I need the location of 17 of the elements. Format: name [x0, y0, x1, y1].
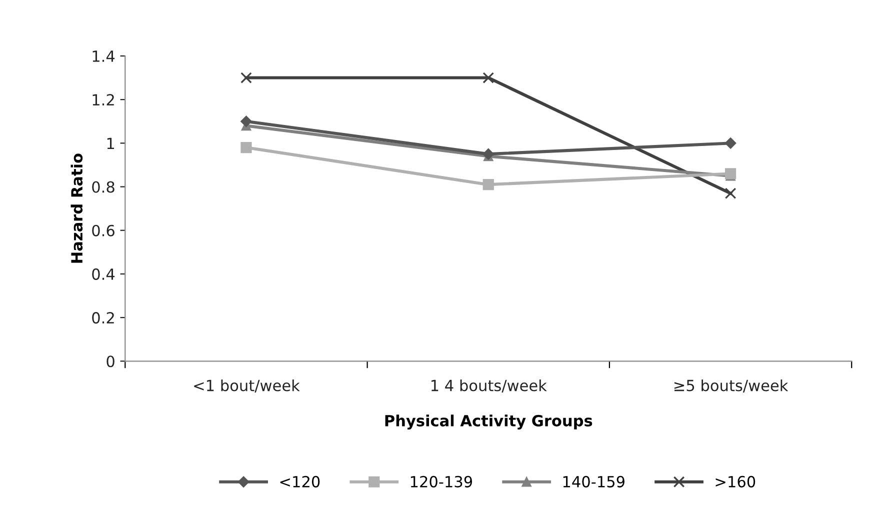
- x-tick-label: ≥5 bouts/week: [674, 379, 788, 392]
- y-tick-label: 0: [106, 356, 114, 368]
- legend-label: >160: [716, 476, 756, 488]
- x-tick-label: 1 4 bouts/week: [431, 379, 547, 392]
- y-tick-label: 0.2: [92, 312, 114, 324]
- y-tick-label: 1.4: [92, 50, 115, 62]
- x-axis-title: Physical Activity Groups: [385, 414, 592, 430]
- y-tick-label: 0.6: [92, 224, 114, 236]
- y-tick-label: 0.8: [92, 181, 114, 193]
- legend-label: <120: [280, 476, 320, 488]
- y-tick-label: 1.2: [92, 94, 114, 106]
- y-tick-label: 0.4: [92, 268, 115, 280]
- x-tick-label: <1 bout/week: [194, 379, 300, 392]
- y-axis-title: Hazard Ratio: [70, 154, 83, 263]
- legend-label: 120-139: [410, 476, 472, 488]
- y-tick-label: 1: [107, 138, 114, 149]
- legend-label: 140-159: [563, 476, 624, 488]
